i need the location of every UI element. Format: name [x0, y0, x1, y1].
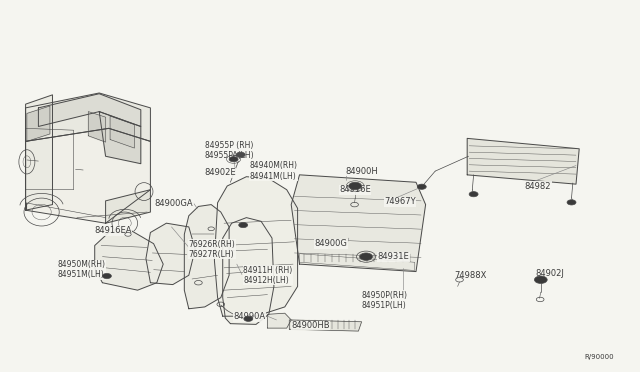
Circle shape — [349, 182, 362, 190]
Circle shape — [567, 200, 576, 205]
Text: 84982: 84982 — [525, 182, 551, 190]
Polygon shape — [26, 95, 52, 210]
Polygon shape — [289, 320, 362, 331]
Text: 84900H: 84900H — [346, 167, 378, 176]
Text: 84900GA: 84900GA — [155, 199, 193, 208]
Text: 84916EA: 84916EA — [94, 226, 132, 235]
Text: 74988X: 74988X — [454, 271, 487, 280]
Polygon shape — [146, 223, 195, 285]
Polygon shape — [467, 138, 579, 184]
Text: R/90000: R/90000 — [585, 354, 614, 360]
Text: 84902E: 84902E — [204, 169, 236, 177]
Polygon shape — [27, 106, 50, 141]
Text: 84900HB: 84900HB — [291, 321, 330, 330]
Text: 84940M(RH)
84941M(LH): 84940M(RH) 84941M(LH) — [250, 161, 298, 181]
Polygon shape — [38, 94, 141, 126]
Polygon shape — [26, 93, 150, 141]
Polygon shape — [26, 128, 150, 223]
Text: 84911H (RH)
84912H(LH): 84911H (RH) 84912H(LH) — [243, 266, 292, 285]
Polygon shape — [106, 190, 150, 223]
Text: 84931E: 84931E — [378, 252, 410, 261]
Circle shape — [534, 276, 547, 283]
Text: 76926R(RH)
76927R(LH): 76926R(RH) 76927R(LH) — [189, 240, 236, 259]
Circle shape — [469, 192, 478, 197]
Circle shape — [102, 273, 111, 279]
Polygon shape — [291, 175, 426, 272]
Polygon shape — [223, 218, 274, 324]
Polygon shape — [110, 116, 134, 148]
Circle shape — [239, 222, 248, 228]
Text: 84916E: 84916E — [339, 185, 371, 194]
Text: 84902J: 84902J — [535, 269, 564, 278]
Circle shape — [236, 152, 245, 157]
Circle shape — [417, 184, 426, 189]
Polygon shape — [95, 231, 163, 290]
Circle shape — [244, 316, 253, 321]
Polygon shape — [99, 112, 141, 164]
Text: 74967Y: 74967Y — [384, 197, 415, 206]
Polygon shape — [184, 205, 229, 309]
Polygon shape — [214, 177, 298, 316]
Text: 84955P (RH)
84955PA(LH): 84955P (RH) 84955PA(LH) — [205, 141, 255, 160]
Circle shape — [229, 157, 238, 162]
Text: 84900G: 84900G — [315, 239, 348, 248]
Circle shape — [360, 253, 372, 260]
Text: 84950P(RH)
84951P(LH): 84950P(RH) 84951P(LH) — [362, 291, 408, 310]
Polygon shape — [268, 313, 291, 328]
Polygon shape — [88, 112, 106, 142]
Text: 84950M(RH)
84951M(LH): 84950M(RH) 84951M(LH) — [58, 260, 106, 279]
Text: 84990A: 84990A — [234, 312, 266, 321]
